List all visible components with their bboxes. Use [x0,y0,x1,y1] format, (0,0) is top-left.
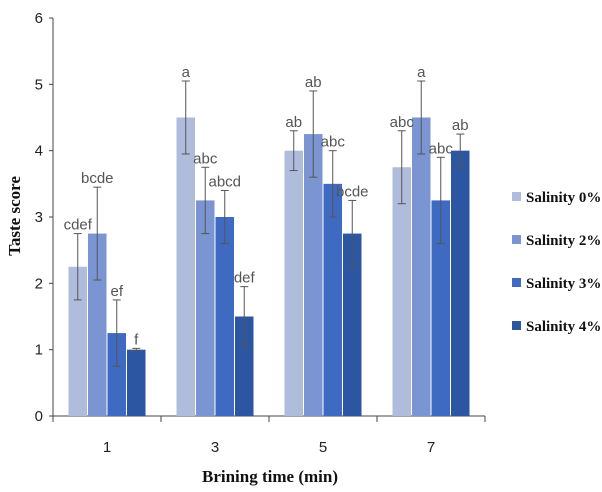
legend-label: Salinity 4% [526,319,601,335]
significance-label: a [417,64,426,81]
y-tick-label: 1 [35,342,43,359]
legend-label: Salinity 3% [526,276,601,292]
bar [107,333,126,416]
significance-label: ab [305,74,322,91]
x-tick-label: 5 [319,439,327,456]
x-axis-title: Brining time (min) [202,467,338,486]
significance-label: bcde [336,183,369,200]
significance-label: abc [390,114,415,131]
y-tick-label: 5 [35,76,43,93]
significance-label: abc [321,134,346,151]
y-tick-label: 2 [35,275,43,292]
bar [215,217,234,416]
x-tick-label: 7 [427,439,435,456]
significance-label: abc [193,150,218,167]
significance-labels: cdef bcde ef f a abc abcd def ab ab abc bcde abc a abc… [64,64,469,348]
bars [68,117,470,417]
significance-label: abc [429,140,454,157]
error-bars [73,80,465,367]
legend-label: Salinity 2% [526,233,601,249]
significance-label: f [134,331,139,348]
bar [127,349,146,416]
bar [68,266,87,416]
bar [235,316,254,416]
significance-label: cdef [64,217,93,234]
bar [343,233,362,416]
significance-label: abcd [208,173,241,190]
legend-label: Salinity 0% [526,190,601,206]
legend-swatch [512,278,521,287]
y-tick-label: 0 [35,408,43,425]
bar [431,200,450,416]
bar [176,117,195,416]
y-tick-label: 3 [35,209,43,226]
significance-label: a [182,64,191,81]
significance-label: ab [452,117,469,134]
y-tick-label: 6 [35,10,43,27]
x-tick-label: 3 [211,439,219,456]
x-tick-label: 1 [103,439,111,456]
y-tick-label: 4 [35,143,43,160]
legend-swatch [512,192,521,201]
y-axis-title: Taste score [5,176,24,256]
legend-swatch [512,235,521,244]
significance-label: def [234,270,256,287]
bar [284,150,303,416]
significance-label: ab [285,114,302,131]
significance-label: ef [110,283,123,300]
bar [412,117,431,416]
bar [323,183,342,416]
bar [392,167,411,416]
legend: Salinity 0% Salinity 2% Salinity 3% Salinit… [512,190,601,335]
y-axis-ticks: 0 1 2 3 4 5 6 [35,10,53,425]
bar [451,150,470,416]
bar [88,233,107,416]
significance-label: bcde [81,170,114,187]
legend-swatch [512,321,521,330]
bar [304,134,323,417]
bar [196,200,215,416]
x-axis-ticks: 1 3 5 7 [52,416,486,456]
